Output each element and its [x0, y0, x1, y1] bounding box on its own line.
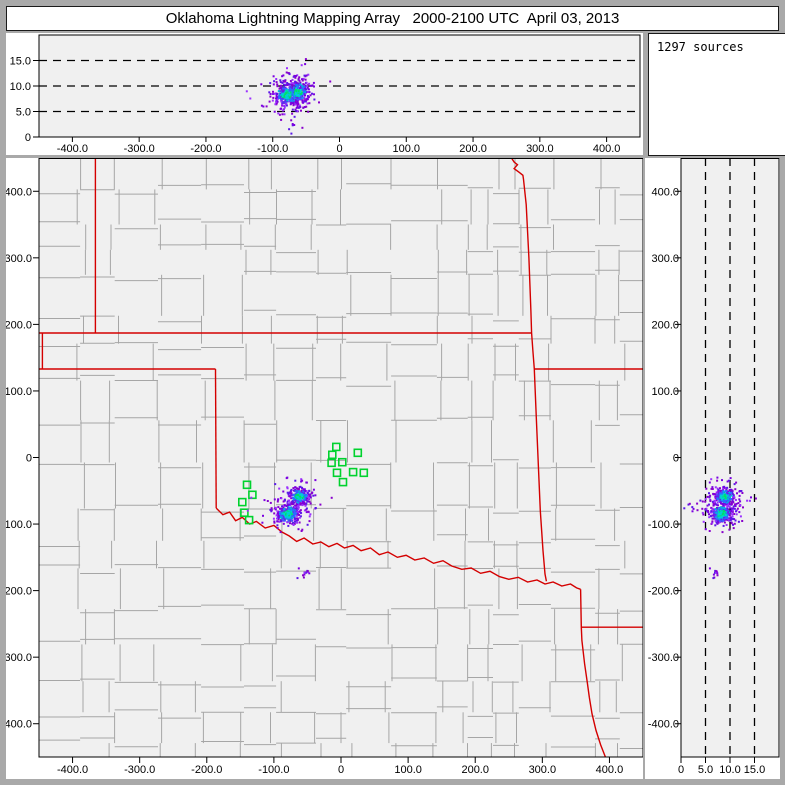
panel-altitude-vs-ew: -400.0 -300.0 -200.0 -100.0 0 100.0 200.0 300.0…: [6, 33, 643, 155]
svg-text:-400.0: -400.0: [57, 764, 88, 776]
svg-text:-300.0: -300.0: [6, 652, 32, 664]
sources-count-label: 1297 sources: [657, 40, 744, 54]
svg-text:-200.0: -200.0: [191, 764, 222, 776]
ew-altitude-points: [245, 58, 332, 135]
svg-text:-300.0: -300.0: [124, 764, 155, 776]
svg-text:300.0: 300.0: [526, 143, 554, 155]
svg-text:-200.0: -200.0: [190, 143, 221, 155]
svg-text:200.0: 200.0: [461, 764, 489, 776]
altitude-gridlines: [39, 59, 640, 113]
station-marker: [248, 490, 257, 500]
svg-text:300.0: 300.0: [529, 764, 557, 776]
svg-text:0: 0: [26, 453, 32, 465]
svg-text:5.0: 5.0: [698, 764, 713, 776]
svg-text:400.0: 400.0: [6, 186, 32, 198]
svg-text:10.0: 10.0: [719, 764, 740, 776]
svg-text:200.0: 200.0: [459, 143, 487, 155]
lma-stations: [238, 442, 369, 525]
svg-text:-400.0: -400.0: [57, 143, 88, 155]
svg-text:400.0: 400.0: [596, 764, 624, 776]
station-marker: [337, 457, 347, 467]
station-marker: [238, 497, 247, 507]
svg-text:0: 0: [338, 764, 344, 776]
altitude-ns-plot[interactable]: 0 5.0 10.0 15.0 400.0 300.0 200.0 100.0 0 -100.0 -…: [645, 158, 780, 779]
station-marker: [348, 467, 358, 477]
plan-view-points: [246, 476, 333, 580]
border-missouri-border: [510, 158, 548, 582]
sources-box: 1297 sources: [648, 33, 785, 156]
svg-text:5.0: 5.0: [16, 107, 31, 119]
right-axis-ticks: 0 5.0 10.0 15.0 400.0 300.0 200.0 100.0 0 -100.0 -…: [648, 186, 765, 776]
station-marker: [327, 458, 336, 468]
top-axis-ticks: -400.0 -300.0 -200.0 -100.0 0 100.0 200.0 300.0…: [10, 56, 621, 156]
svg-text:-400.0: -400.0: [6, 719, 32, 731]
station-marker: [244, 515, 254, 525]
svg-text:15.0: 15.0: [744, 764, 765, 776]
main-axis-ticks: -400.0 -300.0 -200.0 -100.0 0 100.0 200.0 300.0…: [6, 186, 623, 776]
svg-text:-100.0: -100.0: [6, 519, 32, 531]
svg-text:-300.0: -300.0: [648, 652, 679, 664]
svg-text:10.0: 10.0: [10, 81, 31, 93]
station-marker: [327, 450, 337, 460]
svg-text:200.0: 200.0: [651, 319, 679, 331]
svg-text:400.0: 400.0: [651, 186, 679, 198]
svg-text:400.0: 400.0: [593, 143, 621, 155]
station-marker: [338, 477, 348, 487]
border-texas-oklahoma-100w: [214, 368, 217, 509]
svg-text:-400.0: -400.0: [648, 719, 679, 731]
county-lines: [39, 158, 643, 757]
station-marker: [240, 508, 249, 518]
station-marker: [353, 448, 363, 458]
altitude-ew-plot[interactable]: -400.0 -300.0 -200.0 -100.0 0 100.0 200.0 300.0…: [6, 33, 643, 155]
border-red-river: [215, 507, 581, 590]
svg-text:300.0: 300.0: [6, 253, 32, 265]
svg-text:100.0: 100.0: [6, 386, 32, 398]
svg-text:-200.0: -200.0: [648, 586, 679, 598]
svg-text:0: 0: [336, 143, 342, 155]
svg-text:0: 0: [25, 132, 31, 144]
svg-text:300.0: 300.0: [651, 253, 679, 265]
title-bar: Oklahoma Lightning Mapping Array 2000-21…: [6, 6, 779, 31]
station-marker: [242, 480, 252, 490]
altitude-gridlines: [704, 158, 756, 757]
window-title: Oklahoma Lightning Mapping Array 2000-21…: [165, 10, 620, 27]
border-texas-arkansas: [579, 589, 607, 757]
svg-text:100.0: 100.0: [651, 386, 679, 398]
ns-altitude-points: [683, 476, 757, 580]
panel-plan-view: -400.0 -300.0 -200.0 -100.0 0 100.0 200.0 300.0…: [6, 158, 643, 779]
svg-text:-100.0: -100.0: [257, 143, 288, 155]
panel-altitude-vs-ns: 0 5.0 10.0 15.0 400.0 300.0 200.0 100.0 0 -100.0 -…: [645, 158, 780, 779]
svg-text:-100.0: -100.0: [258, 764, 289, 776]
station-marker: [331, 442, 341, 452]
svg-text:100.0: 100.0: [394, 764, 422, 776]
svg-text:-100.0: -100.0: [648, 519, 679, 531]
svg-text:-200.0: -200.0: [6, 586, 32, 598]
svg-text:15.0: 15.0: [10, 56, 31, 68]
svg-text:-300.0: -300.0: [124, 143, 155, 155]
state-borders: [39, 158, 643, 757]
station-marker: [332, 468, 342, 478]
svg-text:0: 0: [673, 453, 679, 465]
plan-view-map[interactable]: -400.0 -300.0 -200.0 -100.0 0 100.0 200.0 300.0…: [6, 158, 643, 779]
station-marker: [359, 468, 369, 478]
svg-text:0: 0: [678, 764, 684, 776]
svg-text:100.0: 100.0: [393, 143, 421, 155]
svg-text:200.0: 200.0: [6, 319, 32, 331]
